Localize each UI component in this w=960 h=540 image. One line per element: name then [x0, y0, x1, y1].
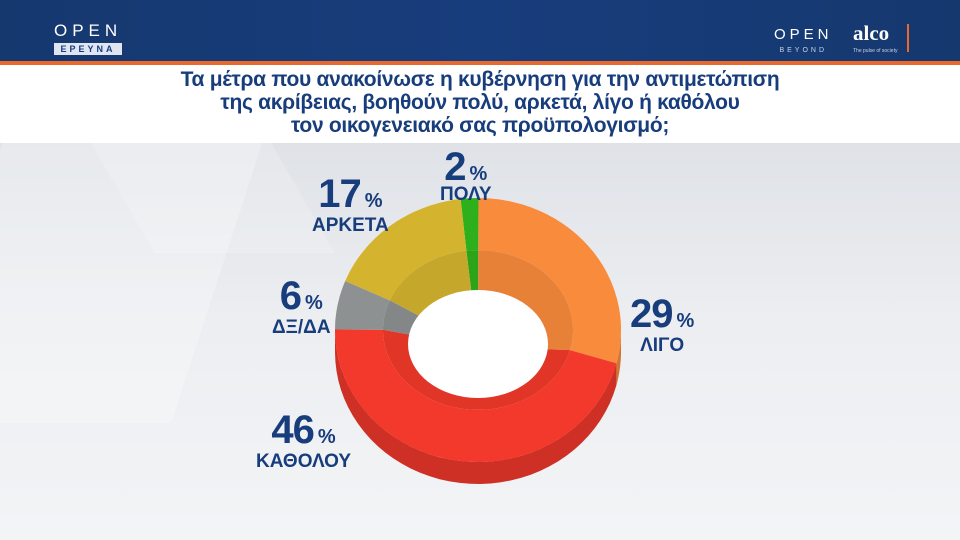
beyond-text: BEYOND	[779, 47, 828, 54]
question-title: Τα μέτρα που ανακοίνωσε η κυβέρνηση για …	[0, 65, 960, 143]
alco-logo: alco	[853, 21, 890, 45]
open-ereuna-logo: OPEN ΕΡΕΥΝΑ	[54, 22, 124, 55]
unit-arketa: %	[364, 190, 383, 212]
label-ligo: 29% ΛΙΓΟ	[630, 294, 694, 355]
value-polu: 2	[444, 145, 466, 189]
header-bar	[0, 0, 960, 61]
donut-slice-ΑΡΚΕΤΑ	[345, 199, 467, 301]
question-line-2: της ακρίβειας, βοηθούν πολύ, αρκετά, λίγ…	[220, 91, 740, 114]
open-beyond-logo: OPEN BEYOND	[774, 26, 833, 54]
category-polu: ΠΟΛΥ	[440, 184, 492, 205]
question-line-3: τον οικογενειακό σας προϋπολογισμό;	[290, 114, 670, 137]
donut-slice-ΔΞ/ΔΑ	[335, 281, 390, 330]
chart-area	[0, 143, 960, 540]
value-arketa: 17	[318, 172, 361, 216]
value-dxda: 6	[279, 274, 302, 318]
question-line-1: Τα μέτρα που ανακοίνωσε η κυβέρνηση για …	[180, 68, 780, 91]
donut-inner-ΠΟΛΥ	[466, 250, 479, 297]
header-accent-line	[0, 61, 960, 65]
donut-inner-ΑΡΚΕΤΑ	[389, 250, 472, 323]
unit-dxda: %	[305, 292, 323, 314]
ereuna-badge: ΕΡΕΥΝΑ	[54, 43, 122, 55]
donut-inner-ΛΙΓΟ	[478, 250, 573, 351]
donut-hole	[408, 290, 548, 398]
unit-polu: %	[469, 163, 488, 185]
open-logo-text: OPEN	[54, 21, 123, 40]
open-logo-text-right: OPEN	[774, 26, 833, 43]
donut-slice-ΚΑΘΟΛΟΥ	[335, 329, 617, 462]
donut-slice-ΠΟΛΥ	[460, 198, 479, 251]
label-arketa: 17% ΑΡΚΕΤΑ	[312, 174, 389, 235]
donut-chart	[335, 198, 621, 484]
category-ligo: ΛΙΓΟ	[640, 335, 685, 356]
donut-slice-ΛΙΓΟ	[478, 198, 621, 364]
unit-ligo: %	[676, 310, 695, 332]
alco-tagline: The pulse of society	[853, 48, 898, 54]
label-polu: 2% ΠΟΛΥ	[440, 147, 492, 204]
value-ligo: 29	[630, 292, 673, 336]
unit-katholou: %	[317, 426, 336, 448]
label-dxda: 6% ΔΞ/ΔΑ	[272, 276, 331, 337]
category-katholou: ΚΑΘΟΛΟΥ	[256, 451, 352, 472]
category-arketa: ΑΡΚΕΤΑ	[312, 215, 389, 236]
donut-side-ΛΙΓΟ	[616, 330, 621, 386]
donut-side-ΚΑΘΟΛΟΥ	[335, 330, 617, 484]
alco-divider	[907, 24, 909, 52]
donut-side-walls	[335, 330, 621, 484]
value-katholou: 46	[271, 408, 314, 452]
label-katholou: 46% ΚΑΘΟΛΟΥ	[256, 410, 351, 471]
category-dxda: ΔΞ/ΔΑ	[272, 317, 331, 338]
